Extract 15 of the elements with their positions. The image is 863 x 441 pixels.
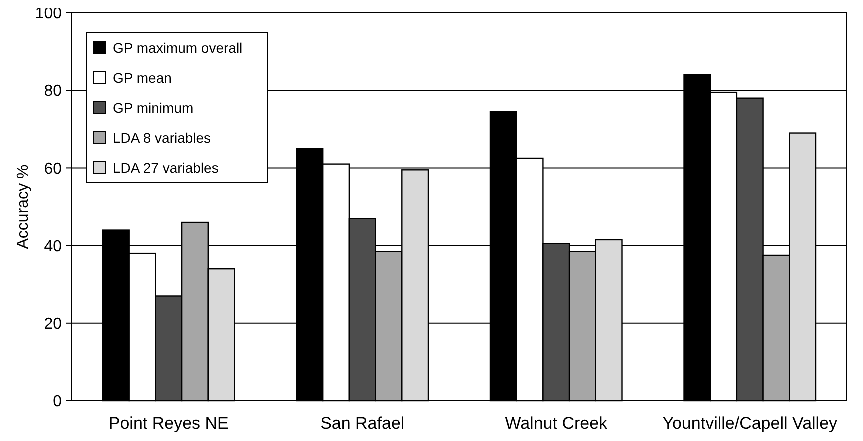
y-tick-label: 20 <box>44 316 62 333</box>
y-axis-title: Accuracy % <box>15 164 32 250</box>
legend-label: GP minimum <box>113 100 194 116</box>
y-tick-label: 40 <box>44 238 62 256</box>
y-tick-label: 0 <box>53 394 62 411</box>
legend-label: LDA 27 variables <box>113 160 219 176</box>
legend-label: GP mean <box>113 70 172 86</box>
x-tick-label: San Rafael <box>320 414 405 433</box>
legend-label: GP maximum overall <box>113 40 243 56</box>
x-tick-label: Point Reyes NE <box>108 414 229 433</box>
x-tick-label: Yountville/Capell Valley <box>662 414 838 433</box>
y-tick-label: 60 <box>44 160 62 178</box>
x-tick-label: Walnut Creek <box>505 414 608 433</box>
legend-label: LDA 8 variables <box>113 130 212 146</box>
y-tick-label: 80 <box>44 83 62 100</box>
